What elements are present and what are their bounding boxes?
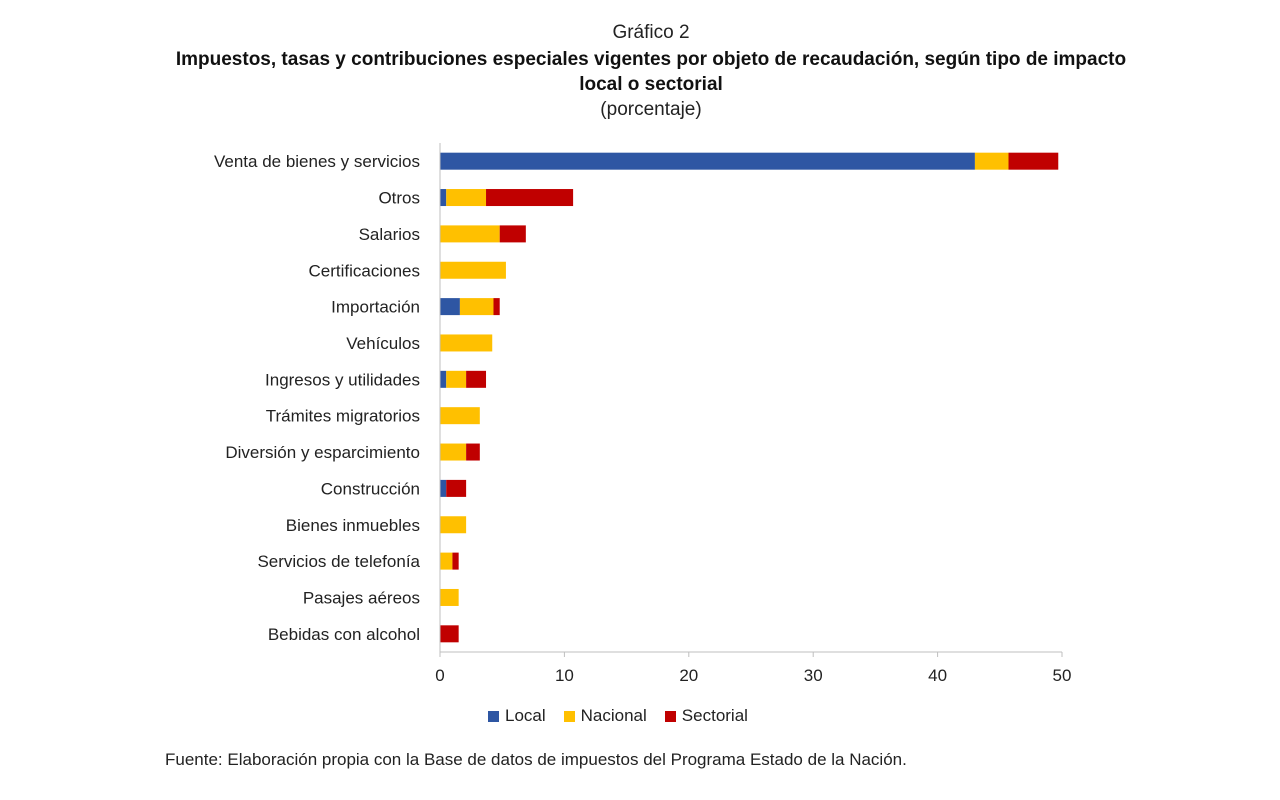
category-label-construccion: Construcción xyxy=(321,479,420,498)
category-label-importacion: Importación xyxy=(331,298,420,317)
bar-sectorial-venta-de-bienes-y-servicios xyxy=(1008,152,1059,170)
bar-nacional-venta-de-bienes-y-servicios xyxy=(974,152,1009,170)
x-tick-label-50: 50 xyxy=(1053,666,1072,685)
bar-local-venta-de-bienes-y-servicios xyxy=(440,152,975,170)
bar-nacional-diversion-y-esparcimiento xyxy=(440,443,467,461)
bar-sectorial-diversion-y-esparcimiento xyxy=(466,443,480,461)
chart-title: Impuestos, tasas y contribuciones especi… xyxy=(175,49,1127,95)
x-tick-label-10: 10 xyxy=(555,666,574,685)
bar-nacional-pasajes-aereos xyxy=(440,588,459,606)
legend-label-local: Local xyxy=(505,706,546,725)
bar-sectorial-ingresos-y-utilidades xyxy=(466,370,487,388)
x-tick-label-0: 0 xyxy=(435,666,444,685)
bar-nacional-salarios xyxy=(440,225,500,243)
x-tick-label-20: 20 xyxy=(679,666,698,685)
x-tick-label-40: 40 xyxy=(928,666,947,685)
category-label-salarios: Salarios xyxy=(359,225,420,244)
category-label-bebidas-con-alcohol: Bebidas con alcohol xyxy=(268,625,420,644)
bar-nacional-vehiculos xyxy=(440,334,493,352)
bar-local-importacion xyxy=(440,298,460,316)
bar-nacional-otros xyxy=(446,189,487,207)
bar-nacional-bienes-inmuebles xyxy=(440,516,467,534)
category-label-tramites-migratorios: Trámites migratorios xyxy=(266,407,420,426)
legend-item-local: Local xyxy=(488,706,546,726)
bar-sectorial-servicios-de-telefonia xyxy=(452,552,459,570)
source-note: Fuente: Elaboración propia con la Base d… xyxy=(165,750,907,769)
bar-sectorial-bebidas-con-alcohol xyxy=(440,625,459,643)
bar-nacional-importacion xyxy=(459,298,494,316)
bar-nacional-servicios-de-telefonia xyxy=(440,552,453,570)
category-label-otros: Otros xyxy=(378,189,420,208)
bar-sectorial-otros xyxy=(486,189,574,207)
bar-local-ingresos-y-utilidades xyxy=(440,370,447,388)
bar-sectorial-salarios xyxy=(499,225,526,243)
category-label-diversion-y-esparcimiento: Diversión y esparcimiento xyxy=(225,443,420,462)
legend-item-nacional: Nacional xyxy=(563,706,647,726)
category-label-certificaciones: Certificaciones xyxy=(309,261,421,280)
legend-swatch-nacional xyxy=(563,710,575,722)
legend-label-sectorial: Sectorial xyxy=(681,706,748,725)
category-label-bienes-inmuebles: Bienes inmuebles xyxy=(286,516,420,535)
bar-local-otros xyxy=(440,189,447,207)
bar-nacional-ingresos-y-utilidades xyxy=(446,370,467,388)
category-label-pasajes-aereos: Pasajes aéreos xyxy=(303,588,420,607)
category-label-servicios-de-telefonia: Servicios de telefonía xyxy=(257,552,420,571)
bar-sectorial-construccion xyxy=(446,479,467,497)
legend-swatch-local xyxy=(488,710,499,722)
bar-sectorial-importacion xyxy=(493,298,500,316)
bar-local-construccion xyxy=(440,479,447,497)
chart-subtitle: (porcentaje) xyxy=(600,99,702,120)
x-tick-label-30: 30 xyxy=(804,666,823,685)
legend-item-sectorial: Sectorial xyxy=(664,706,748,726)
legend-swatch-sectorial xyxy=(664,710,676,722)
category-label-ingresos-y-utilidades: Ingresos y utilidades xyxy=(265,370,420,389)
chart-kicker: Gráfico 2 xyxy=(612,22,690,43)
category-label-vehiculos: Vehículos xyxy=(346,334,420,353)
bar-nacional-tramites-migratorios xyxy=(440,407,480,425)
legend-label-nacional: Nacional xyxy=(580,706,647,725)
chart-legend: Local Nacional Sectorial xyxy=(488,706,766,726)
category-label-venta-de-bienes-y-servicios: Venta de bienes y servicios xyxy=(214,152,420,171)
bar-nacional-certificaciones xyxy=(440,261,506,279)
